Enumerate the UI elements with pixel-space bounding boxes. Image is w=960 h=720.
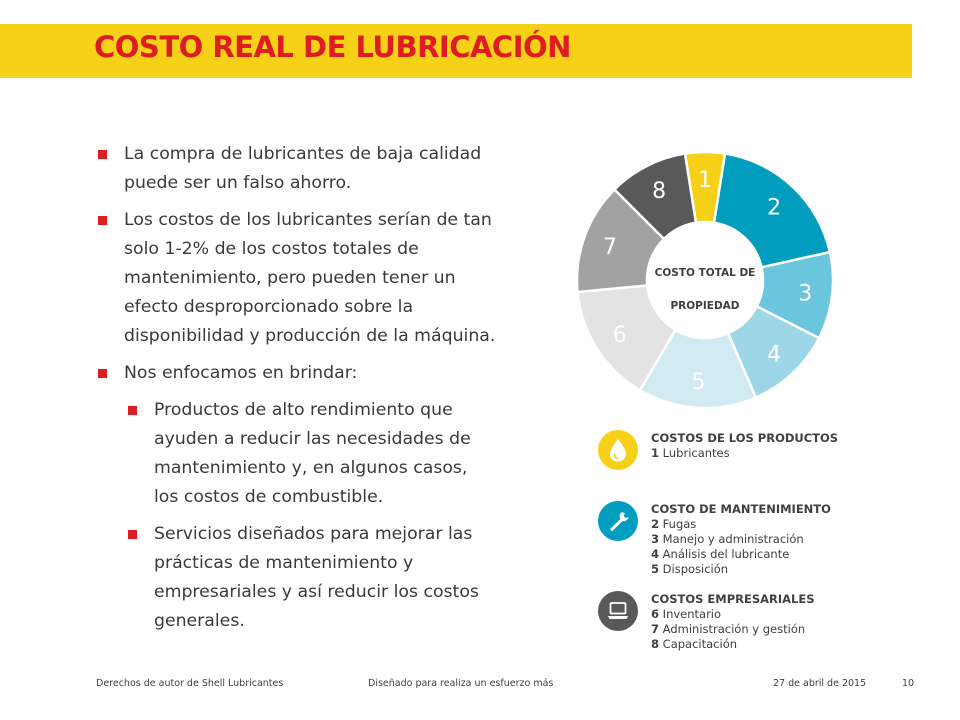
wrench-icon [598,501,638,541]
legend-title: COSTOS EMPRESARIALES [651,592,815,606]
donut-slice-label-1: 1 [698,168,712,193]
legend-empresariales: COSTOS EMPRESARIALES 6 Inventario 7 Admi… [598,591,858,653]
donut-slice-label-2: 2 [767,195,781,220]
oil-drop-icon [598,430,638,470]
footer-tagline: Diseñado para realiza un esfuerzo más [368,678,554,689]
legend-item-number: 8 [651,637,660,651]
cost-donut-chart: 1 2 3 4 5 6 7 8 COSTO TOTAL DE PROPIEDAD [575,150,835,410]
legend-item-number: 2 [651,517,660,531]
donut-slice-label-3: 3 [798,282,812,307]
bullet-item: Los costos de los lubricantes serían de … [96,206,496,351]
donut-slice-label-4: 4 [767,343,781,368]
legend-item-label: Fugas [662,517,697,531]
bullet-square [98,150,107,159]
bullet-text: Nos enfocamos en brindar: [124,363,358,383]
legend-title: COSTOS DE LOS PRODUCTOS [651,431,839,445]
legend-item: 3 Manejo y administración [651,532,856,547]
donut-slice-8 [612,152,698,241]
bullet-item: La compra de lubricantes de baja calidad… [96,140,496,198]
legend-text: COSTOS DE LOS PRODUCTOS 1 Lubricantes [651,430,856,461]
legend-item-number: 5 [651,562,660,576]
sub-bullet-item: Productos de alto rendimiento que ayuden… [126,396,496,512]
donut-slice-label-5: 5 [692,370,706,395]
donut-slice-label-7: 7 [603,235,617,260]
legend-text: COSTOS EMPRESARIALES 6 Inventario 7 Admi… [651,591,856,652]
laptop-icon [598,591,638,631]
title-bar: COSTO REAL DE LUBRICACIÓN [0,24,912,78]
legend-item-number: 6 [651,607,660,621]
sub-bullet-text: Productos de alto rendimiento que ayuden… [154,400,471,507]
bullet-square [128,530,137,539]
legend-item-label: Lubricantes [662,446,730,460]
donut-slice-2 [712,152,832,269]
center-label-line2: PROPIEDAD [670,300,739,312]
legend-item: 4 Análisis del lubricante [651,547,856,562]
legend-item-number: 4 [651,547,660,561]
legend-item-number: 1 [651,446,660,460]
legend-item: 7 Administración y gestión [651,622,856,637]
legend-text: COSTO DE MANTENIMIENTO 2 Fugas 3 Manejo … [651,501,856,577]
legend-productos: COSTOS DE LOS PRODUCTOS 1 Lubricantes [598,430,858,472]
legend-item-label: Análisis del lubricante [662,547,790,561]
bullet-text: La compra de lubricantes de baja calidad… [124,144,482,193]
legend-item-label: Manejo y administración [662,532,804,546]
bullet-square [98,216,107,225]
legend-item-number: 7 [651,622,660,636]
page-title: COSTO REAL DE LUBRICACIÓN [94,30,571,64]
bullet-list: La compra de lubricantes de baja calidad… [96,140,496,644]
sub-bullet-text: Servicios diseñados para mejorar las prá… [154,524,479,631]
legend-item-number: 3 [651,532,660,546]
legend-item: 6 Inventario [651,607,856,622]
bullet-square [98,369,107,378]
legend-item: 8 Capacitación [651,637,856,652]
legend-mantenimiento: COSTO DE MANTENIMIENTO 2 Fugas 3 Manejo … [598,501,858,577]
legend-item: 2 Fugas [651,517,856,532]
legend-title: COSTO DE MANTENIMIENTO [651,502,831,516]
page-number: 10 [902,678,915,689]
bullet-item: Nos enfocamos en brindar: [96,359,496,388]
footer-date: 27 de abril de 2015 [773,678,867,689]
donut-slice-label-6: 6 [613,323,627,348]
footer-copyright: Derechos de autor de Shell Lubricantes [96,678,284,689]
legend-item-label: Capacitación [662,637,738,651]
sub-bullet-item: Servicios diseñados para mejorar las prá… [126,520,496,636]
bullet-text: Los costos de los lubricantes serían de … [124,210,496,346]
legend-item: 1 Lubricantes [651,446,856,461]
legend-item-label: Inventario [662,607,722,621]
legend-item: 5 Disposición [651,562,856,577]
legend-item-label: Disposición [662,562,729,576]
bullet-square [128,406,137,415]
center-label-line1: COSTO TOTAL DE [655,267,756,279]
legend-item-label: Administración y gestión [662,622,806,636]
donut-slice-label-8: 8 [652,179,666,204]
